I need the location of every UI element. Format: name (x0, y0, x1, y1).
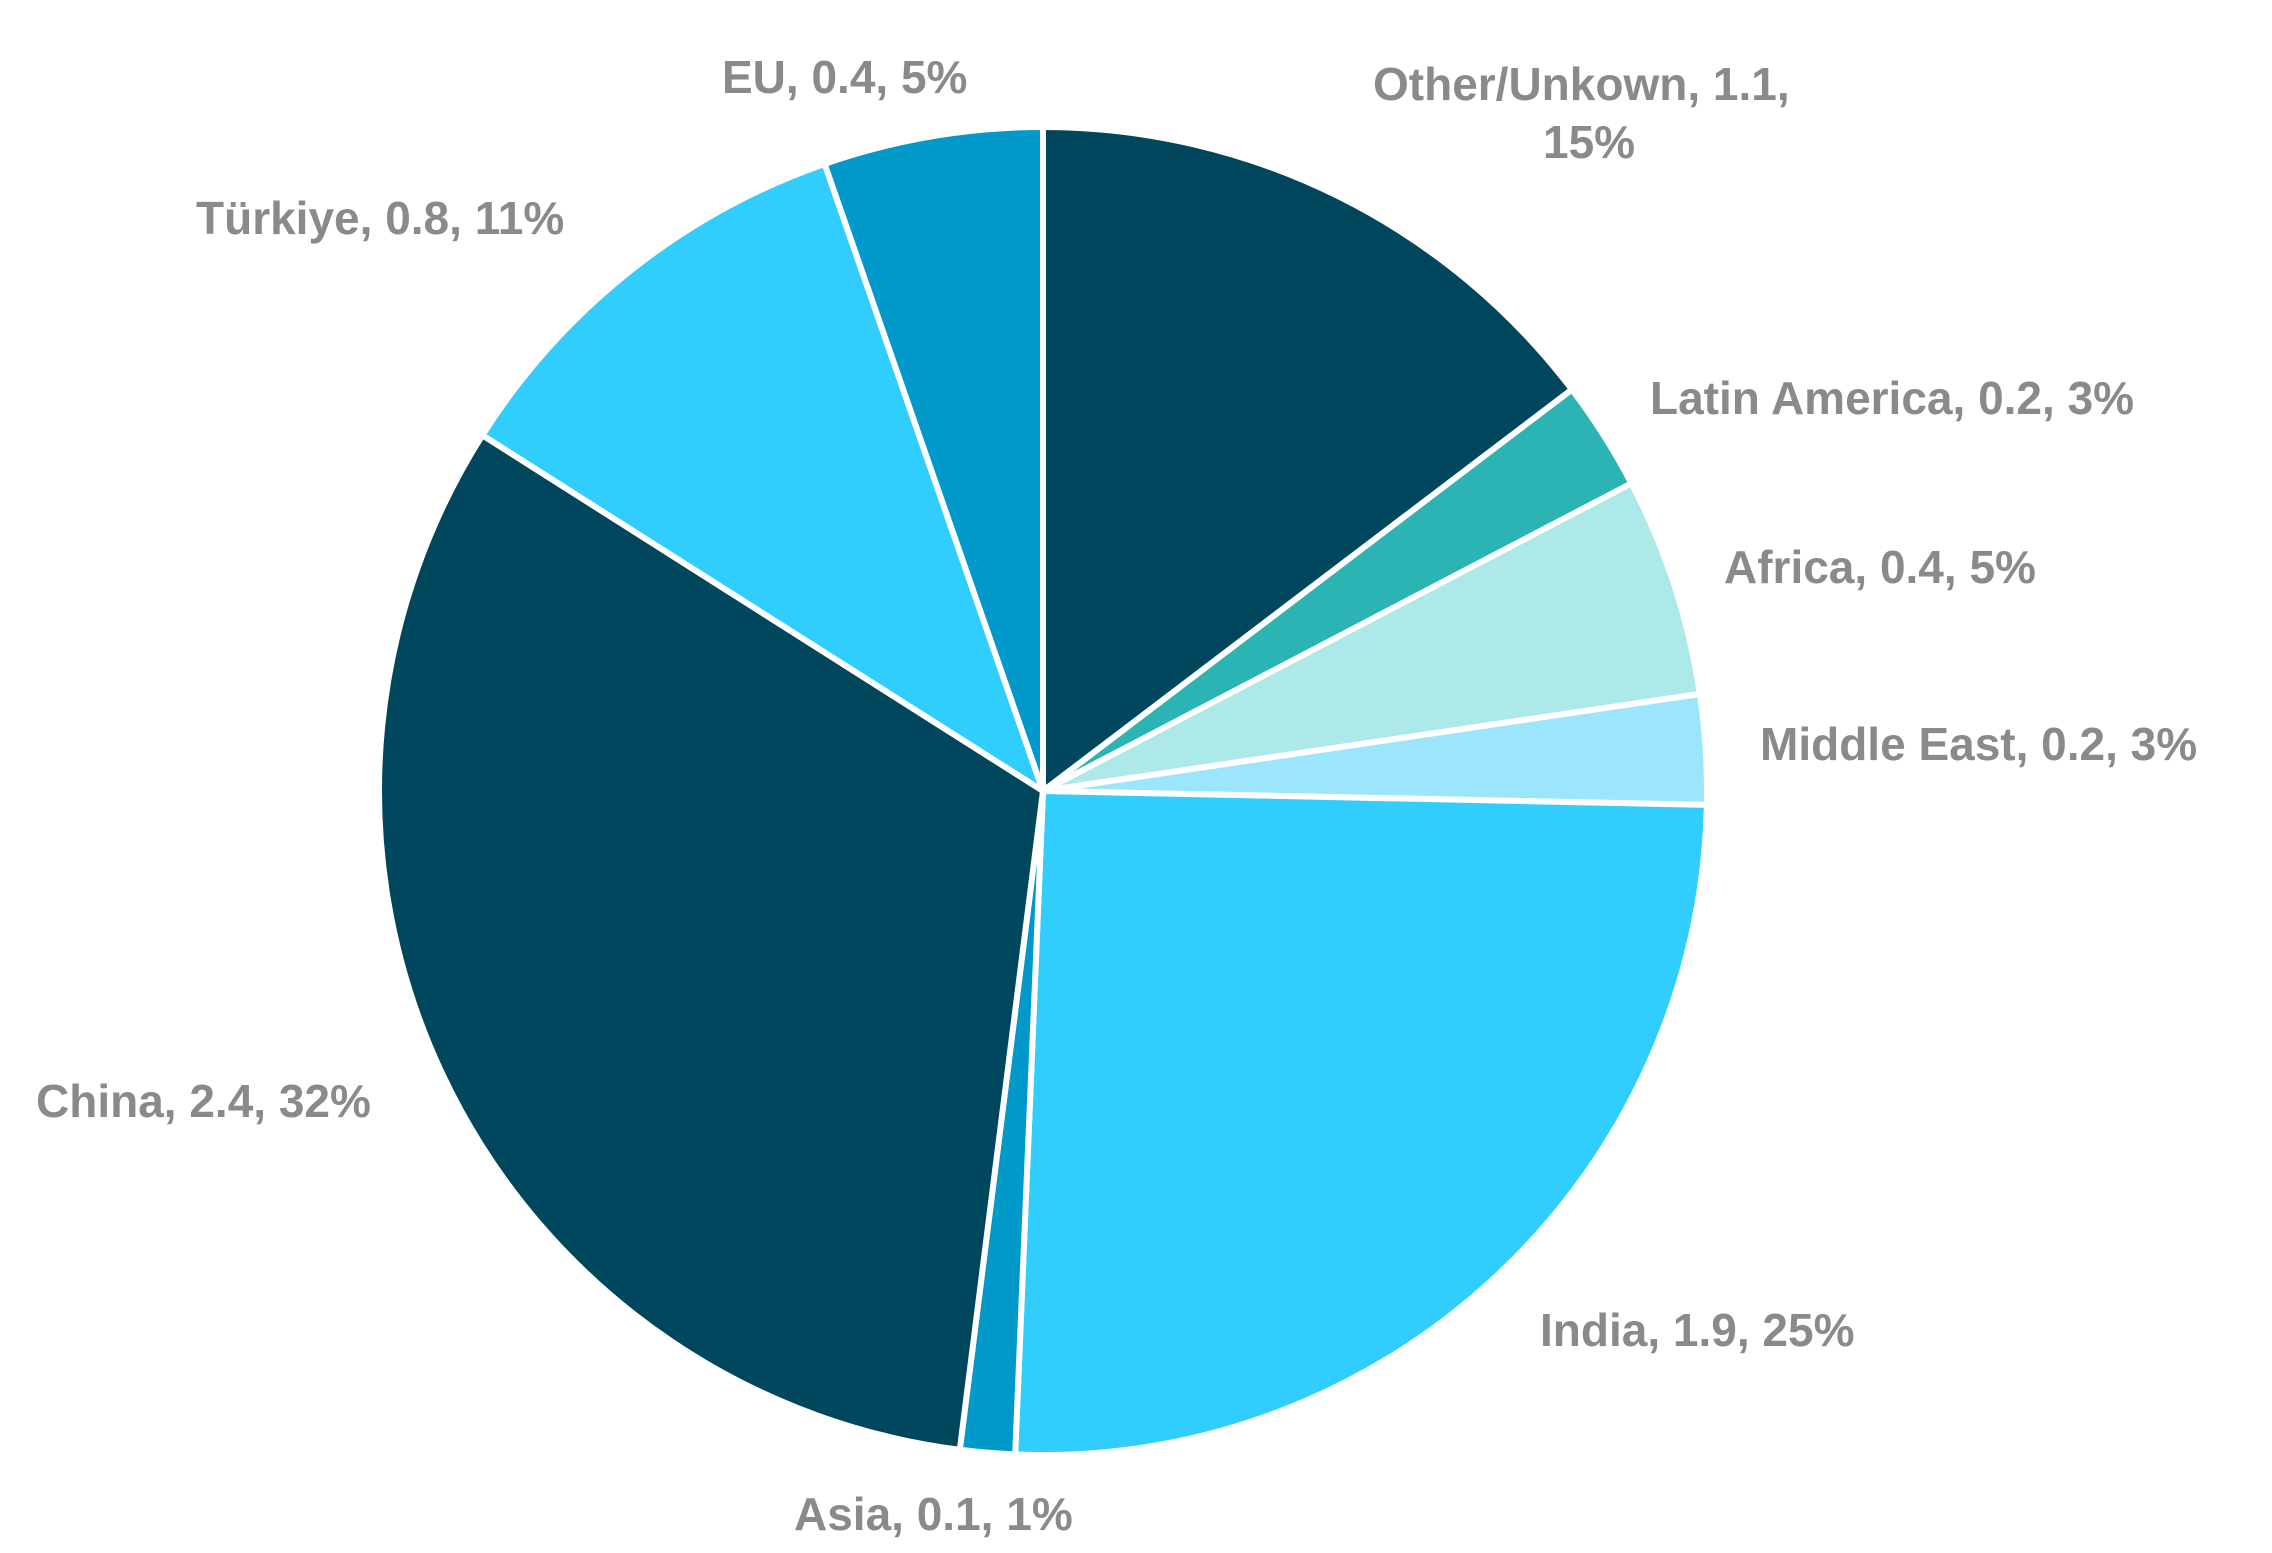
slice-label-india: India, 1.9, 25% (1540, 1304, 1854, 1356)
pie-slice-africa (1040, 480, 1703, 794)
slice-label-eu: EU, 0.4, 5% (722, 51, 967, 103)
slice-label-middle-east: Middle East, 0.2, 3% (1760, 718, 2197, 770)
slice-label-other-unkown: Other/Unkown, 1.1, 15% (1373, 58, 1790, 168)
pie-slice-other-unkown (1040, 124, 1575, 794)
pie-slices (376, 124, 1710, 1458)
pie-slice-india (1012, 788, 1710, 1458)
slice-label-asia: Asia, 0.1, 1% (794, 1488, 1073, 1540)
slice-label-china: China, 2.4, 32% (36, 1075, 371, 1127)
pie-slice-t-rkiye (479, 160, 1046, 794)
slice-labels: Other/Unkown, 1.1, 15% Latin America, 0.2,… (36, 51, 2197, 1540)
pie-slice-eu (821, 124, 1046, 794)
slice-label-t-rkiye: Türkiye, 0.8, 11% (196, 192, 564, 244)
slice-label-africa: Africa, 0.4, 5% (1724, 541, 2036, 593)
slice-label-latin-america: Latin America, 0.2, 3% (1650, 372, 2134, 424)
